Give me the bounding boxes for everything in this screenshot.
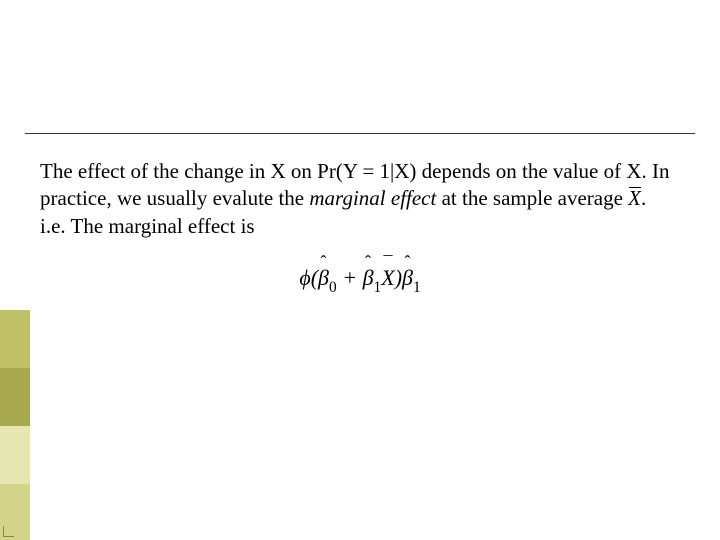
close-paren: ) [395, 265, 402, 290]
beta0-subscript: 0 [329, 279, 337, 296]
phi-symbol: ϕ [299, 265, 310, 290]
x-bar-inline: X [628, 185, 641, 212]
horizontal-rule [25, 133, 695, 134]
formula: ϕ(β0 + β1X)β1 [0, 265, 720, 295]
color-block-0 [0, 310, 30, 368]
beta1b-subscript: 1 [413, 279, 421, 296]
color-block-2 [0, 426, 30, 484]
color-block-1 [0, 368, 30, 426]
body-text: The effect of the change in X on Pr(Y = … [40, 158, 675, 240]
slide: The effect of the change in X on Pr(Y = … [0, 0, 720, 540]
beta1a-hat: β [363, 265, 374, 291]
x-bar-formula: X [381, 265, 394, 291]
beta0-hat: β [318, 265, 329, 291]
text-marginal-effect: marginal effect [309, 186, 436, 210]
open-paren: ( [311, 265, 318, 290]
corner-decoration [3, 526, 14, 537]
color-strip [0, 310, 30, 540]
text-part2: at the sample average [436, 186, 628, 210]
beta1b-hat: β [402, 265, 413, 291]
plus-sign: + [337, 265, 363, 290]
